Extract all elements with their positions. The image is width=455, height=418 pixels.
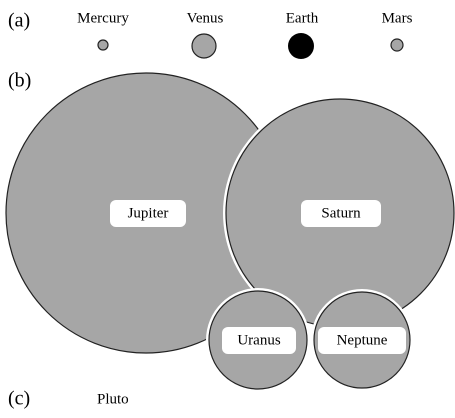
planet-name: Earth	[286, 10, 319, 26]
label-box	[222, 327, 296, 354]
planet-circle	[191, 33, 217, 59]
planet-name: Uranus	[237, 332, 280, 348]
panel-label: (c)	[8, 388, 30, 410]
label-box	[301, 200, 381, 227]
panel-label: (b)	[8, 70, 31, 92]
panel-label: (a)	[8, 10, 30, 32]
planet-circle	[390, 38, 404, 52]
label-box	[110, 200, 186, 227]
planet-name: Mercury	[77, 10, 129, 26]
planet-circle	[97, 39, 109, 51]
planet-name: Jupiter	[128, 205, 169, 221]
planet-name: Pluto	[97, 391, 129, 407]
label-box	[318, 327, 406, 354]
planet-name: Mars	[382, 10, 413, 26]
planet-name: Venus	[187, 10, 224, 26]
planet-name: Neptune	[337, 332, 388, 348]
planet-name: Saturn	[321, 205, 361, 221]
planet-circle	[288, 33, 314, 59]
